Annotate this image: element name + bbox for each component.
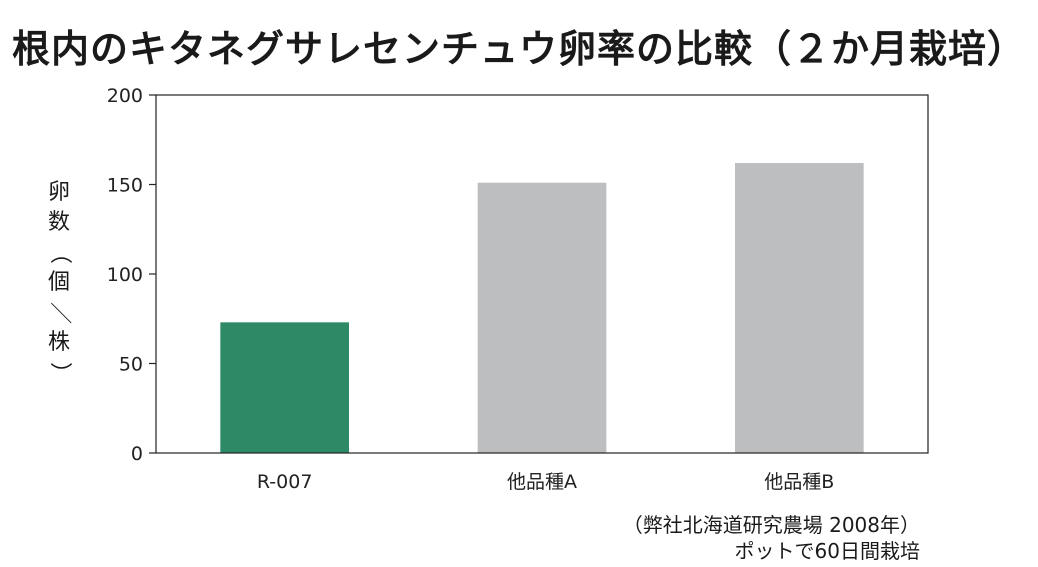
y-tick-label: 150 [107, 175, 143, 197]
y-axis-label: 卵 数 （ 個 ／ 株 ） [44, 178, 74, 388]
y-axis-label-char: 数 [47, 210, 70, 235]
bars-group [220, 163, 864, 453]
x-category-label: 他品種A [507, 471, 577, 493]
x-labels-group: R-007 他品種A 他品種B [257, 471, 834, 493]
y-axis-label-char: 株 [47, 330, 70, 355]
y-tick-label: 100 [107, 264, 143, 286]
y-tick-label: 50 [119, 354, 143, 376]
y-tick-label: 200 [107, 85, 143, 107]
y-axis-label-char: 個 [47, 270, 70, 295]
bar-3 [735, 163, 864, 453]
y-ticks-group: 0 50 100 150 200 [107, 85, 156, 465]
bar-2 [477, 182, 607, 453]
bar-1 [220, 322, 349, 453]
source-note-line2: ポットで60日間栽培 [734, 539, 920, 563]
y-axis-label-char: 卵 [47, 180, 70, 205]
source-note: （弊社北海道研究農場 2008年） ポットで60日間栽培 [623, 512, 920, 564]
plot-frame [155, 94, 929, 454]
y-tick-label: 0 [131, 443, 143, 465]
chart-title: 根内のキタネグサレセンチュウ卵率の比較（２か月栽培） [11, 27, 1026, 71]
x-category-label: 他品種B [764, 471, 834, 493]
source-note-line1: （弊社北海道研究農場 2008年） [622, 513, 920, 537]
x-category-label: R-007 [257, 471, 313, 493]
